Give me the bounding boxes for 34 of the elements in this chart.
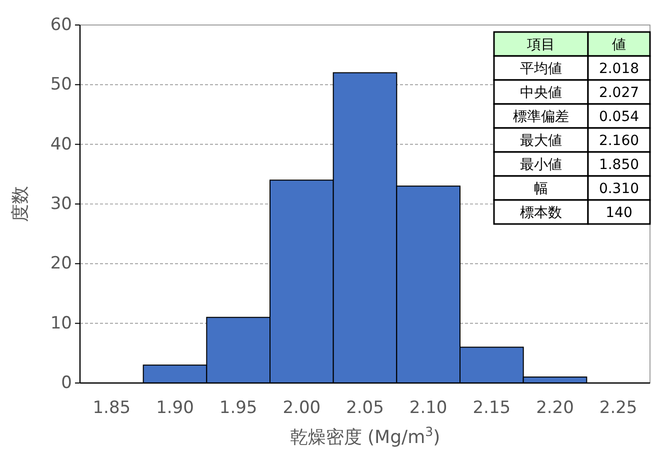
annotation: 0.054: [598, 109, 640, 125]
x-tick-label: 2.05: [346, 398, 384, 418]
annotation: 2.018: [598, 61, 640, 77]
y-tick-label: 0: [61, 373, 72, 393]
annotation: 最大値: [520, 133, 562, 149]
x-tick-label: 1.90: [156, 398, 194, 418]
annotation: 最小値: [520, 157, 562, 173]
annotation: 平均値: [520, 61, 562, 77]
x-axis-title: 乾燥密度 (Mg/m$^{3}$): [290, 424, 440, 448]
y-tick-label: 10: [50, 313, 72, 334]
annotation: 項目: [526, 37, 555, 53]
annotation: 1.850: [598, 157, 640, 173]
x-tick-label: 2.10: [409, 398, 448, 418]
x-tick-label: 1.95: [219, 398, 258, 418]
annotation: 2.027: [598, 85, 640, 101]
annotation: 幅: [534, 181, 548, 197]
y-tick-label: 60: [50, 15, 72, 35]
y-tick-label: 20: [50, 254, 72, 274]
annotation: 140: [606, 205, 632, 221]
x-tick-label: 1.85: [92, 398, 131, 418]
y-tick-label: 30: [50, 194, 72, 214]
annotation: 標本数: [520, 205, 562, 221]
y-tick-label: 50: [50, 74, 72, 95]
x-tick-label: 2.00: [282, 398, 321, 418]
annotation: 0.310: [598, 181, 640, 197]
annotation: 中央値: [520, 85, 562, 101]
x-tick-label: 2.15: [472, 398, 511, 418]
y-axis-title: 度数: [10, 186, 31, 222]
y-tick-label: 40: [50, 134, 72, 154]
x-tick-label: 2.25: [599, 398, 638, 418]
annotation: 2.160: [598, 133, 640, 149]
annotation: 標準偏差: [513, 109, 569, 125]
x-tick-label: 2.20: [536, 398, 574, 418]
annotation: 値: [612, 37, 626, 53]
